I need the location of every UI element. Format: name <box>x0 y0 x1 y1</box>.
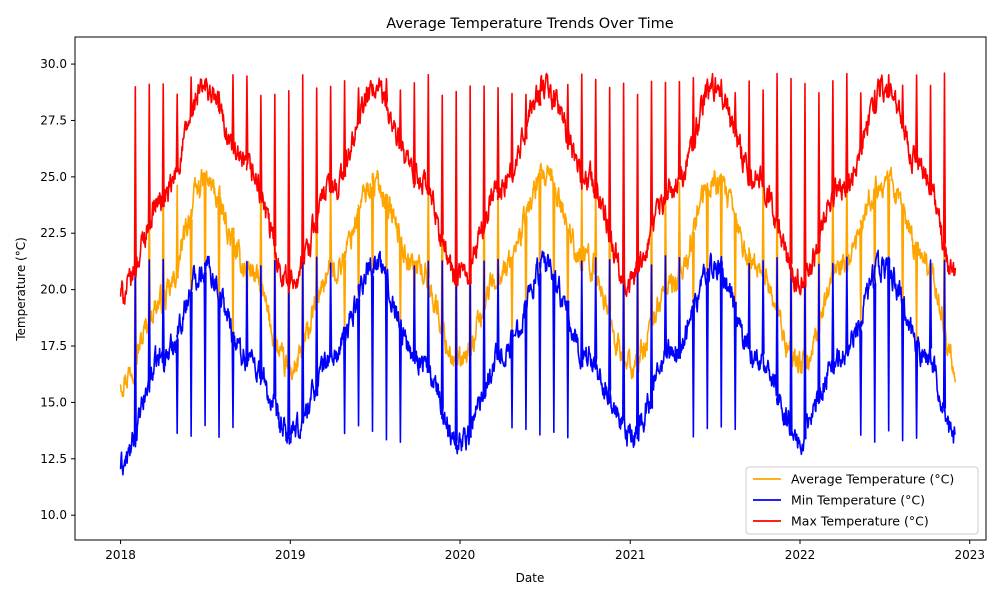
y-axis-label: Temperature (°C) <box>14 237 28 342</box>
x-axis-label: Date <box>516 571 545 585</box>
legend-label: Min Temperature (°C) <box>791 493 925 508</box>
y-tick-label: 10.0 <box>40 508 67 522</box>
y-tick-label: 25.0 <box>40 170 67 184</box>
y-tick-label: 27.5 <box>40 113 67 127</box>
y-tick-label: 15.0 <box>40 395 67 409</box>
y-tick-label: 20.0 <box>40 283 67 297</box>
legend-label: Max Temperature (°C) <box>791 514 929 529</box>
y-tick-label: 12.5 <box>40 452 67 466</box>
plot-frame <box>74 36 987 541</box>
x-tick-label: 2021 <box>615 548 646 562</box>
x-tick-label: 2022 <box>785 548 816 562</box>
y-tick-label: 17.5 <box>40 339 67 353</box>
legend-label: Average Temperature (°C) <box>791 472 954 487</box>
x-tick-label: 2023 <box>954 548 985 562</box>
series-line-max <box>119 72 957 305</box>
legend: Average Temperature (°C) Min Temperature … <box>745 466 979 535</box>
y-axis: 10.0 12.5 15.0 17.5 20.0 22.5 25.0 27.5 30.0 <box>40 57 75 522</box>
x-tick-label: 2018 <box>105 548 136 562</box>
x-tick-label: 2019 <box>275 548 306 562</box>
chart-title: Average Temperature Trends Over Time <box>386 16 674 32</box>
x-axis: 2018 2019 2020 2021 2022 2023 <box>105 540 985 562</box>
series-layer <box>119 72 957 476</box>
x-tick-label: 2020 <box>445 548 476 562</box>
legend-box <box>745 466 979 535</box>
y-tick-label: 22.5 <box>40 226 67 240</box>
series-line-min <box>119 249 957 476</box>
y-tick-label: 30.0 <box>40 57 67 71</box>
